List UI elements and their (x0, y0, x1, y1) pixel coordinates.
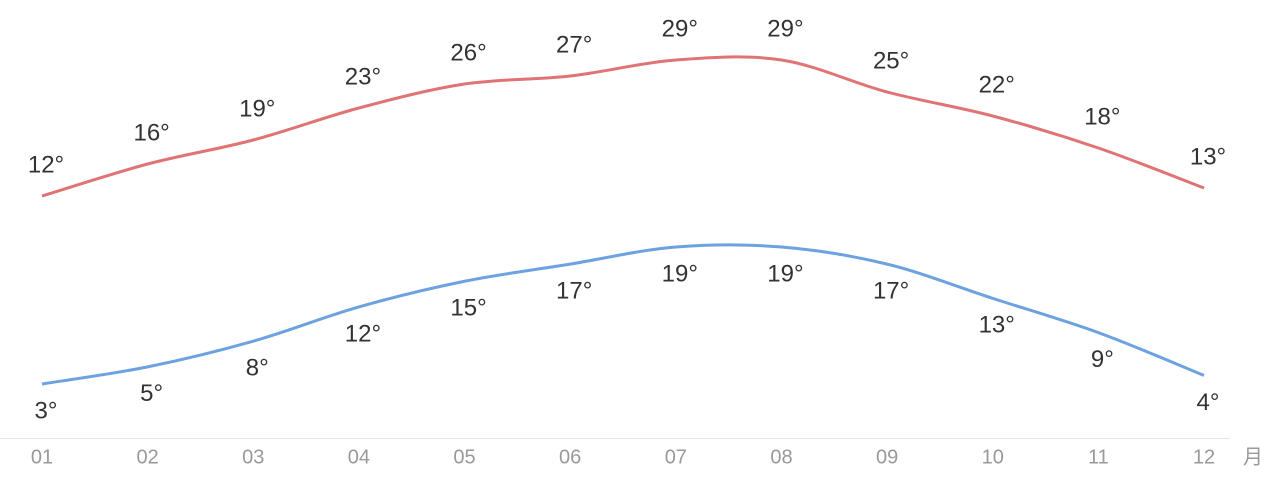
data-label: 29° (662, 15, 698, 42)
data-label: 12° (345, 320, 381, 347)
x-tick-label: 05 (453, 446, 475, 468)
data-label: 17° (556, 277, 592, 304)
data-label: 8° (246, 355, 269, 382)
data-label: 13° (979, 312, 1015, 339)
data-label: 17° (873, 277, 909, 304)
data-label: 19° (239, 95, 275, 122)
data-label: 22° (979, 71, 1015, 98)
x-tick-label: 09 (876, 446, 898, 468)
data-label: 12° (28, 151, 64, 178)
x-tick-label: 08 (770, 446, 792, 468)
data-label: 16° (133, 119, 169, 146)
data-label: 4° (1197, 389, 1220, 416)
x-tick-label: 11 (1088, 446, 1109, 468)
data-label: 26° (450, 39, 486, 66)
x-tick-label: 06 (559, 446, 581, 468)
line (41, 55, 1205, 198)
x-tick-label: 10 (982, 446, 1004, 468)
line (41, 243, 1205, 386)
data-label: 3° (35, 397, 58, 424)
x-tick-label: 01 (31, 446, 53, 468)
data-label: 19° (767, 260, 803, 287)
data-label: 25° (873, 47, 909, 74)
x-tick-label: 04 (348, 446, 370, 468)
data-label: 27° (556, 31, 592, 58)
data-label: 19° (662, 260, 698, 287)
data-label: 9° (1091, 346, 1114, 373)
data-label: 15° (450, 295, 486, 322)
data-label: 5° (140, 380, 163, 407)
x-tick-label: 02 (137, 446, 159, 468)
x-tick-label: 12 (1193, 446, 1215, 468)
x-tick-label: 03 (242, 446, 264, 468)
data-label: 29° (767, 15, 803, 42)
data-label: 13° (1190, 143, 1226, 170)
data-label: 23° (345, 63, 381, 90)
x-tick-label: 07 (665, 446, 687, 468)
data-label: 18° (1084, 103, 1120, 130)
x-unit: 月 (1243, 446, 1263, 468)
